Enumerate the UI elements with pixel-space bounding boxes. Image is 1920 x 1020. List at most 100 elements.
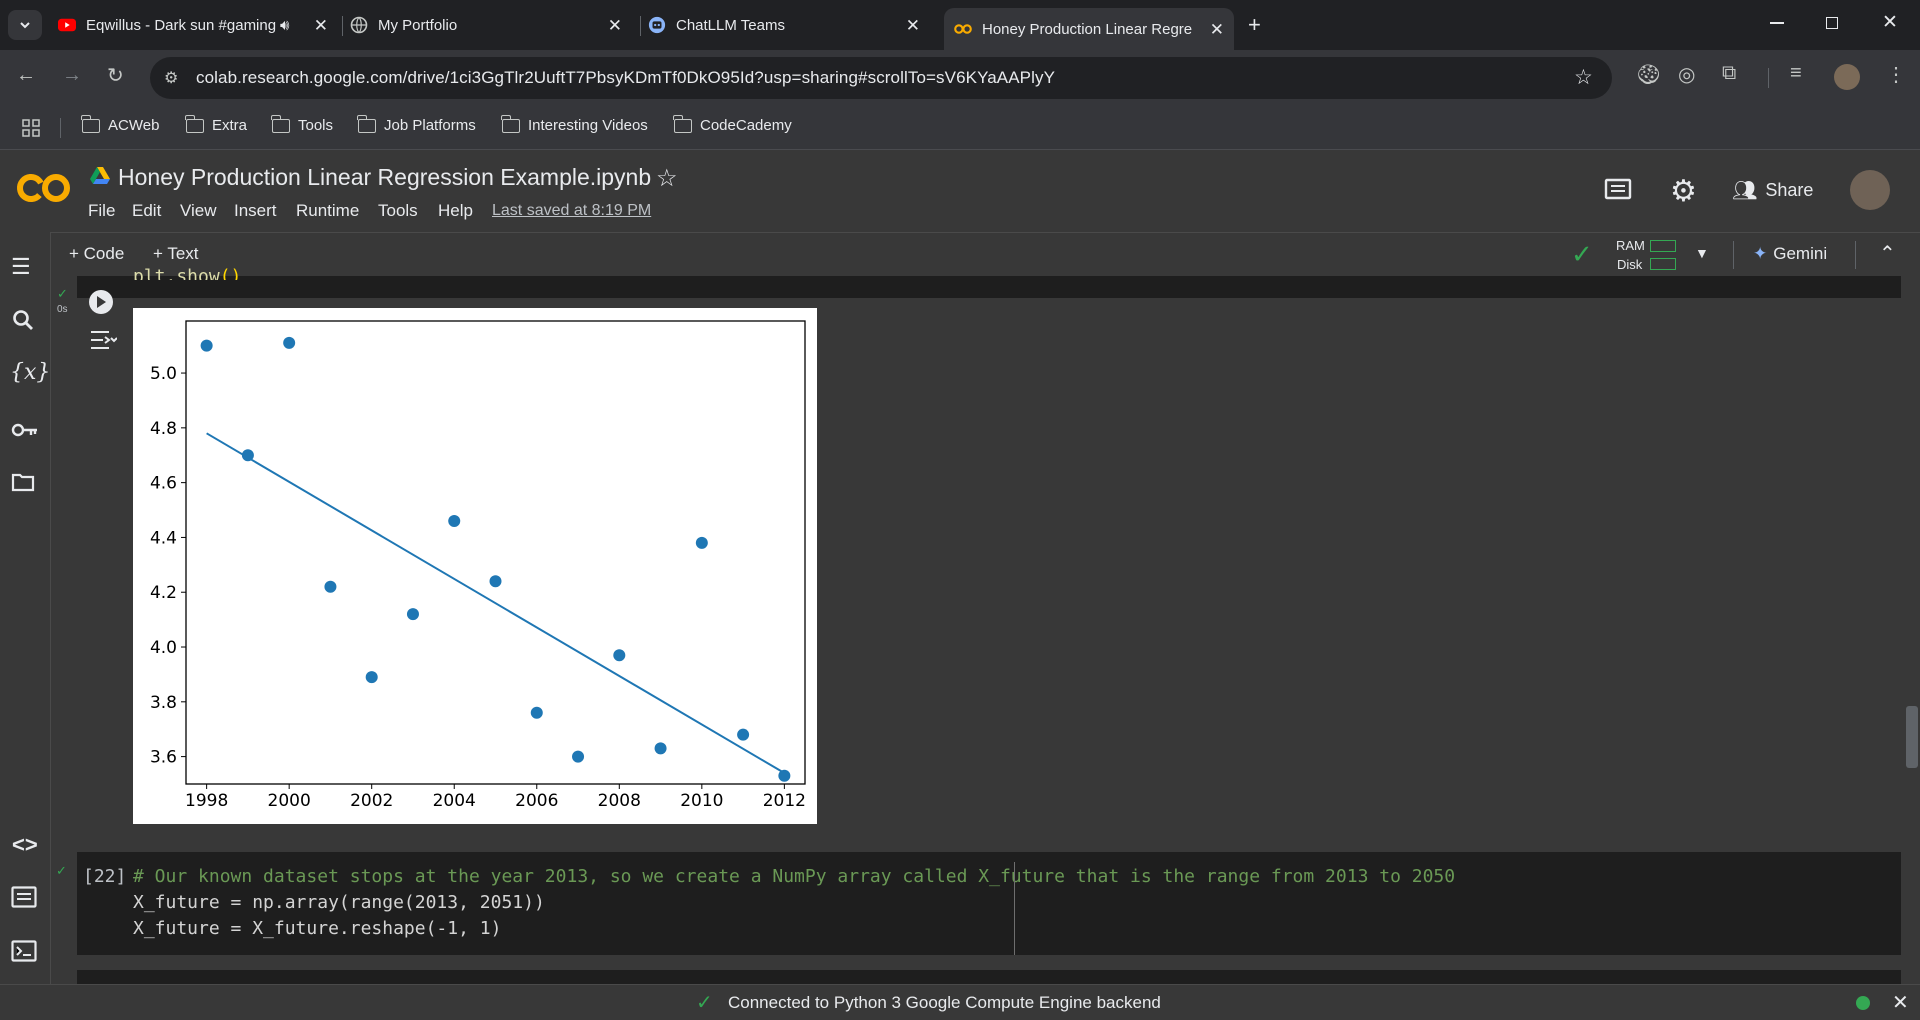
bookmark-star-icon[interactable]: ☆ [1574,66,1593,89]
tab-colab-active[interactable]: Honey Production Linear Regre ✕ [944,8,1234,50]
scatter-point [778,769,791,782]
scatter-point [365,671,378,684]
menu-runtime[interactable]: Runtime [296,201,360,220]
code-line-1[interactable]: # Our known dataset stops at the year 20… [133,866,1456,887]
bookmark-acweb[interactable]: ACWeb [81,114,159,134]
star-icon[interactable]: ☆ [656,165,678,192]
bookmark-codecademy[interactable]: CodeCademy [673,114,792,134]
close-tab-icon[interactable]: ✕ [1209,20,1224,39]
tab-portfolio[interactable]: My Portfolio ✕ [350,8,632,42]
menu-insert[interactable]: Insert [234,201,277,220]
tab-title: Eqwillus - Dark sun #gaming [86,16,276,34]
extension-mask-icon[interactable]: ◎ [1678,64,1696,86]
media-controls-icon[interactable]: ≡ [1790,62,1802,84]
command-palette-icon[interactable] [11,886,37,914]
new-tab-icon[interactable]: + [1248,12,1261,37]
previous-cell-tail: plt.show() [77,266,1901,298]
share-button[interactable]: 👥︎ Share [1732,180,1814,202]
table-of-contents-icon[interactable]: ☰ [11,254,31,279]
terminal-icon[interactable] [11,940,37,968]
scatter-point [695,536,708,549]
menu-file[interactable]: File [88,201,116,220]
settings-gear-icon[interactable]: ⚙ [1670,175,1697,208]
bookmark-tools[interactable]: Tools [271,114,333,134]
close-tab-icon[interactable]: ✕ [313,16,328,35]
close-window-icon[interactable]: ✕ [1882,12,1898,33]
audio-icon[interactable]: 🔊︎ [280,16,290,34]
connection-status-dot [1856,996,1870,1010]
extensions-puzzle-icon[interactable]: ⧉ [1722,62,1737,84]
scatter-point [572,750,585,763]
chrome-menu-icon[interactable]: ⋮ [1886,64,1906,86]
comments-icon[interactable] [1604,178,1632,209]
browser-toolbar: ← → ↻ ⚙︎ colab.research.google.com/drive… [0,50,1920,106]
close-tab-icon[interactable]: ✕ [905,16,920,35]
folder-icon [185,114,204,133]
toolbar-divider [1855,241,1856,269]
connected-check-icon: ✓ [696,992,713,1014]
apps-grid-icon[interactable] [22,119,40,142]
next-cell-top [77,970,1901,984]
reload-icon[interactable]: ↻ [107,65,124,87]
status-bar: ✓ Connected to Python 3 Google Compute E… [0,984,1920,1020]
menu-tools[interactable]: Tools [378,201,418,220]
bookmark-extra[interactable]: Extra [185,114,247,134]
tab-chatllm[interactable]: ChatLLM Teams ✕ [648,8,930,42]
notebook-title[interactable]: Honey Production Linear Regression Examp… [118,164,652,190]
cell-toolbar: + Code + Text ✓ RAM Disk ▼ ✦ Gemini ⌃ [51,232,1920,276]
menu-help[interactable]: Help [438,201,473,220]
scrollbar-thumb[interactable] [1906,706,1918,768]
variables-icon[interactable]: {x} [10,360,51,385]
gemini-button[interactable]: ✦ Gemini [1753,244,1828,263]
tab-youtube[interactable]: Eqwillus - Dark sun #gaming 🔊︎ ✕ [58,8,338,42]
tab-divider [342,16,343,36]
bookmark-job-platforms[interactable]: Job Platforms [357,114,476,134]
url-text[interactable]: colab.research.google.com/drive/1ci3GgTl… [196,68,1056,87]
disk-bar [1650,258,1676,270]
extension-ad-block-icon[interactable]: 🍪︎ [1636,64,1662,86]
code-line-3[interactable]: X_future = X_future.reshape(-1, 1) [133,918,502,939]
scatter-point [448,514,461,527]
runtime-dropdown-icon[interactable]: ▼ [1695,245,1709,261]
collapse-header-icon[interactable]: ⌃ [1879,243,1896,265]
google-drive-icon[interactable] [90,166,110,189]
address-bar[interactable]: ⚙︎ colab.research.google.com/drive/1ci3G… [150,57,1612,99]
x-tick-label: 2012 [763,791,806,811]
ram-bar [1650,240,1676,252]
output-actions-icon[interactable] [89,328,118,357]
add-code-button[interactable]: + Code [69,244,125,263]
secrets-key-icon[interactable] [11,418,39,444]
tab-search-button[interactable] [8,10,42,40]
toolbar-divider [1733,241,1734,269]
files-folder-icon[interactable] [11,472,35,498]
minimize-icon[interactable] [1770,22,1784,24]
menu-view[interactable]: View [180,201,217,220]
regression-line [206,432,785,774]
resources-indicator[interactable]: RAM Disk [1611,236,1731,274]
bookmark-interesting-videos[interactable]: Interesting Videos [501,114,648,134]
colab-logo[interactable] [16,170,72,211]
add-text-button[interactable]: + Text [153,244,199,263]
tab-title: Honey Production Linear Regre [982,20,1193,38]
run-cell-button[interactable] [89,290,113,314]
bookmarks-bar: ACWeb Extra Tools Job Platforms Interest… [0,106,1920,150]
profile-avatar[interactable] [1834,64,1860,90]
forward-icon[interactable]: → [62,64,82,86]
code-snippets-icon[interactable]: <> [12,832,38,857]
y-tick-label: 3.8 [150,693,177,713]
menu-edit[interactable]: Edit [132,201,162,220]
code-cell[interactable]: [22] # Our known dataset stops at the ye… [77,852,1901,955]
code-line-2[interactable]: X_future = np.array(range(2013, 2051)) [133,892,545,913]
restore-icon[interactable] [1826,17,1838,29]
user-avatar[interactable] [1850,170,1890,210]
x-tick-label: 2008 [598,791,641,811]
close-status-icon[interactable]: ✕ [1892,992,1909,1014]
site-info-icon[interactable]: ⚙︎ [164,70,179,87]
search-icon[interactable] [11,308,35,338]
y-tick-label: 4.6 [150,474,177,494]
last-saved-link[interactable]: Last saved at 8:19 PM [492,202,652,219]
connection-status: Connected to Python 3 Google Compute Eng… [728,993,1161,1012]
back-icon[interactable]: ← [16,64,36,86]
close-tab-icon[interactable]: ✕ [607,16,622,35]
execution-time: 0s [57,304,68,315]
